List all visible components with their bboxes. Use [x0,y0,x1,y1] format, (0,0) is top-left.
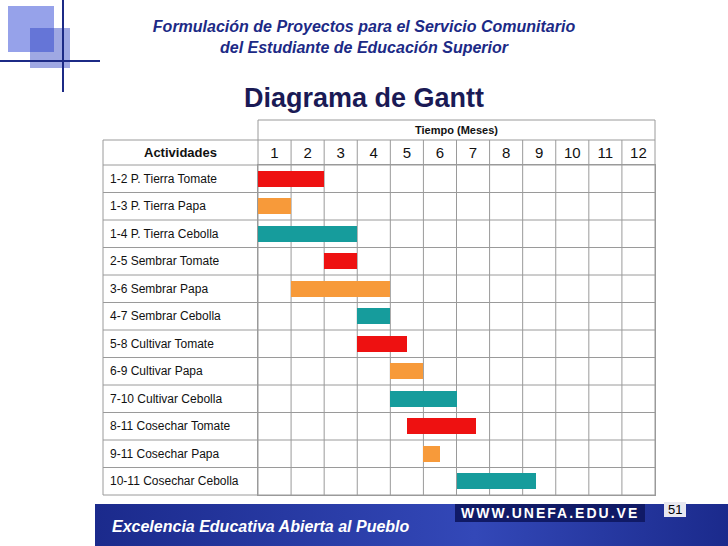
svg-text:9-11 Cosechar Papa: 9-11 Cosechar Papa [110,447,220,461]
html-text:Formulación de Proyectos para: Formulación de Proyectos para el Servici… [152,18,576,35]
svg-text:5: 5 [403,144,411,161]
svg-text:6-9 Cultivar Papa: 6-9 Cultivar Papa [110,364,203,378]
svg-text:2-5 Sembrar Tomate: 2-5 Sembrar Tomate [110,254,219,268]
svg-text:8: 8 [502,144,510,161]
svg-text:7-10 Cultivar Cebolla: 7-10 Cultivar Cebolla [110,392,222,406]
html-text:Excelencia Educativa Abierta a: Excelencia Educativa Abierta al Pueblo [112,518,410,535]
svg-text:5-8 Cultivar Tomate: 5-8 Cultivar Tomate [110,337,214,351]
svg-text:Tiempo (Meses): Tiempo (Meses) [415,124,498,136]
svg-text:1: 1 [270,144,278,161]
svg-text:11: 11 [598,144,614,161]
svg-text:12: 12 [630,144,647,161]
svg-text:1-4 P. Tierra Cebolla: 1-4 P. Tierra Cebolla [110,227,219,241]
svg-text:9: 9 [535,144,543,161]
svg-text:6: 6 [436,144,444,161]
html-text:del Estudiante de Educación Su: del Estudiante de Educación Superior [220,39,508,56]
svg-text:3-6 Sembrar Papa: 3-6 Sembrar Papa [110,282,208,296]
svg-text:7: 7 [469,144,477,161]
html-text:51: 51 [668,502,683,517]
svg-text:3: 3 [337,144,345,161]
svg-text:Diagrama de Gantt: Diagrama de Gantt [244,83,484,113]
svg-text:10-11 Cosechar Cebolla: 10-11 Cosechar Cebolla [110,474,239,488]
svg-text:8-11 Cosechar Tomate: 8-11 Cosechar Tomate [110,419,231,433]
svg-text:10: 10 [564,144,581,161]
svg-text:1-2 P. Tierra Tomate: 1-2 P. Tierra Tomate [110,172,217,186]
html-text:WWW.UNEFA.EDU.VE: WWW.UNEFA.EDU.VE [461,505,640,521]
svg-text:Actividades: Actividades [144,145,217,160]
svg-text:2: 2 [303,144,311,161]
svg-text:4: 4 [370,144,378,161]
svg-text:1-3 P. Tierra Papa: 1-3 P. Tierra Papa [110,199,206,213]
svg-text:4-7 Sembrar Cebolla: 4-7 Sembrar Cebolla [110,309,221,323]
